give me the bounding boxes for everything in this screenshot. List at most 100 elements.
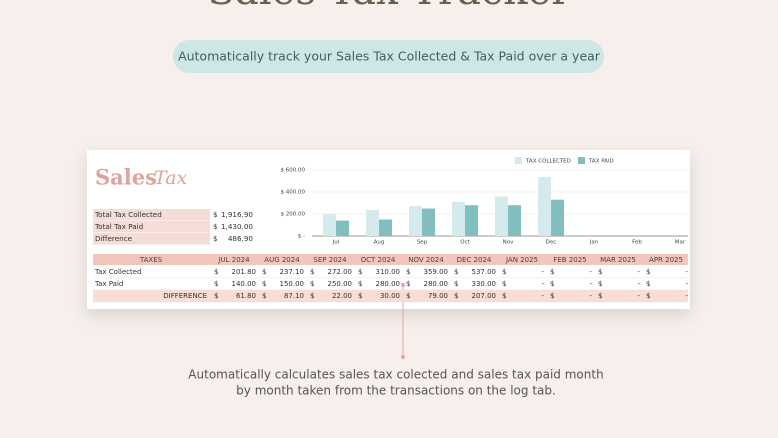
cell-value: 201.80 [232,268,257,276]
x-tick-label: Feb [632,240,642,246]
cell-currency: $ [646,292,650,300]
table-header: NOV 2024 [408,256,444,264]
cell-currency: $ [406,268,410,276]
caption: Automatically calculates sales tax colec… [188,368,603,382]
x-tick-label: Aug [374,240,385,246]
summary-currency: $ [213,234,218,243]
bar [465,205,478,236]
summary-label: Total Tax Collected [94,210,162,219]
annotation-dot [401,283,405,287]
bar [323,213,336,236]
cell-value: 79.00 [428,292,448,300]
cell-value: 250.00 [328,280,353,288]
cell-currency: $ [598,268,602,276]
cell-value: 310.00 [376,268,401,276]
cell-currency: $ [550,280,554,288]
cell-value: - [541,280,544,288]
x-tick-label: Nov [503,240,514,246]
cell-currency: $ [454,280,458,288]
cell-currency: $ [550,292,554,300]
x-tick-label: Dec [546,240,557,246]
summary-label-cell [93,209,210,221]
cell-currency: $ [646,280,650,288]
table-header: OCT 2024 [361,256,396,264]
cell-value: - [541,268,544,276]
cell-value: 22.00 [332,292,352,300]
y-tick-label: $ 200.00 [281,212,306,218]
cell-currency: $ [454,268,458,276]
cell-currency: $ [406,292,410,300]
cell-value: - [685,292,688,300]
bar [422,208,435,236]
summary-value: 486.90 [228,234,254,243]
cell-currency: $ [646,268,650,276]
title: Sales Tax Tracker [208,0,572,14]
table-header: MAR 2025 [600,256,636,264]
cell-currency: $ [502,292,506,300]
table-header: SEP 2024 [313,256,347,264]
logo-script: Tax [154,167,188,189]
y-tick-label: $ 400.00 [281,190,306,196]
row-label: Tax Paid [94,280,123,288]
cell-value: - [589,268,592,276]
table-header: DEC 2024 [457,256,492,264]
caption: by month taken from the transactions on … [236,384,556,398]
legend-swatch [578,157,585,164]
summary-label-cell [93,221,210,233]
cell-currency: $ [214,280,218,288]
cell-currency: $ [310,268,314,276]
summary-value: 1,430.00 [221,222,253,231]
summary-value: 1,916.90 [221,210,253,219]
cell-value: - [685,268,688,276]
table-header: JAN 2025 [505,256,538,264]
summary-label: Total Tax Paid [94,222,143,231]
cell-value: 537.00 [472,268,497,276]
cell-value: - [637,292,640,300]
x-tick-label: Jul [332,240,340,246]
cell-value: - [589,280,592,288]
cell-currency: $ [262,268,266,276]
cell-value: - [541,292,544,300]
table-header: JUL 2024 [217,256,250,264]
cell-value: 150.00 [280,280,305,288]
summary-label-cell [93,233,210,245]
subtitle-pill [173,40,604,73]
cell-value: 237.10 [280,268,305,276]
annotation-dot [401,355,405,359]
table-header: FEB 2025 [553,256,586,264]
cell-currency: $ [550,268,554,276]
cell-currency: $ [262,280,266,288]
summary-label: Difference [95,234,133,243]
cell-currency: $ [310,292,314,300]
cell-currency: $ [598,292,602,300]
summary-currency: $ [213,210,218,219]
cell-value: 140.00 [232,280,257,288]
cell-value: - [685,280,688,288]
table-header: TAXES [139,256,163,264]
cell-currency: $ [214,268,218,276]
table-header: APR 2025 [649,256,683,264]
cell-value: - [637,268,640,276]
cell-value: 280.00 [376,280,401,288]
cell-currency: $ [502,268,506,276]
cell-currency: $ [310,280,314,288]
cell-value: 272.00 [328,268,353,276]
row-label: DIFFERENCE [163,292,207,300]
bar [379,219,392,236]
cell-currency: $ [358,292,362,300]
legend-swatch [515,157,522,164]
cell-value: 30.00 [380,292,400,300]
cell-currency: $ [262,292,266,300]
legend-label: TAX COLLECTED [525,159,571,165]
cell-value: - [589,292,592,300]
bar [495,196,508,236]
summary-currency: $ [213,222,218,231]
subtitle: Automatically track your Sales Tax Colle… [178,49,601,64]
bar [551,199,564,236]
cell-value: 207.00 [472,292,497,300]
cell-value: 61.80 [236,292,256,300]
table-header: AUG 2024 [264,256,300,264]
cell-currency: $ [358,268,362,276]
cell-value: 330.00 [472,280,497,288]
